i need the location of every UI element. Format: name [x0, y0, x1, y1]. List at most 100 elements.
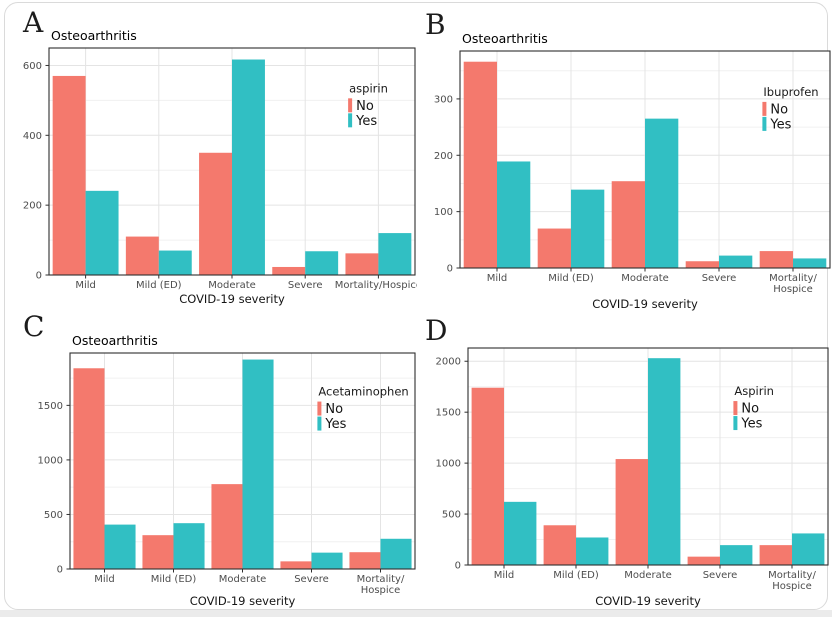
x-tick-label: Mild (ED): [151, 574, 197, 585]
bottom-strip: [0, 610, 832, 617]
y-tick-label: 100: [434, 207, 453, 218]
x-tick-label: Mild: [75, 280, 96, 291]
y-tick-label: 400: [23, 131, 42, 142]
bar-no-1: [142, 535, 174, 569]
bar-no-3: [280, 561, 312, 569]
bar-yes-3: [720, 545, 753, 565]
bar-no-1: [537, 228, 571, 268]
bar-no-3: [685, 261, 719, 268]
x-tick-label: Moderate: [621, 273, 669, 284]
x-axis-label: COVID-19 severity: [179, 292, 285, 306]
bar-no-1: [543, 525, 576, 565]
bar-chart-acetaminophen: 0 500 1000 1500 Mild Mild (ED) Moderate Severe M…: [38, 333, 416, 608]
x-tick-label: Mild (ED): [553, 570, 599, 581]
bar-no-4: [759, 251, 793, 268]
x-tick-label: Mild (ED): [548, 273, 594, 284]
bar-no-2: [615, 459, 648, 565]
legend-label-yes: Yes: [740, 417, 762, 432]
x-tick-label: Mild: [494, 570, 515, 581]
legend-title: Acetaminophen: [318, 385, 408, 399]
y-tick-label: 200: [23, 201, 42, 212]
bar-no-0: [73, 368, 105, 569]
figure-card: A 0 200 400 600 Mild Mild (ED) Moderate Severe M…: [4, 2, 831, 610]
y-tick-label: 0: [447, 264, 453, 275]
x-tick-label: Moderate: [624, 570, 672, 581]
bar-no-1: [125, 236, 159, 275]
legend-key-yes: [348, 113, 353, 128]
panel-d: D 0 500 1000 1500 2000 Mild Mild (ED) Moderate S…: [423, 311, 832, 615]
y-tick-label: 200: [434, 151, 453, 162]
legend-label-yes: Yes: [769, 117, 791, 132]
x-tick-label: Mortality/: [769, 273, 817, 284]
legend-title: aspirin: [349, 81, 388, 95]
bar-no-3: [687, 556, 720, 565]
x-tick-label: Mortality/: [768, 570, 816, 581]
legend-label-no: No: [741, 402, 759, 417]
bar-chart-aspirin-large: 0 500 1000 1500 2000 Mild Mild (ED) Moderate Sev…: [436, 347, 829, 608]
bar-yes-0: [504, 501, 537, 565]
x-axis-label: COVID-19 severity: [592, 297, 698, 311]
bar-no-0: [52, 75, 86, 275]
legend-title: Ibuprofen: [763, 85, 818, 99]
panel-letter-a: A: [23, 6, 44, 39]
x-tick-label: Mild: [487, 273, 508, 284]
x-tick-label: Severe: [703, 570, 738, 581]
chart-title: Osteoarthritis: [51, 28, 137, 43]
x-tick-label: Hospice: [361, 585, 401, 596]
bar-no-0: [463, 61, 497, 269]
y-tick-label: 0: [36, 271, 42, 282]
y-tick-label: 500: [442, 510, 461, 521]
panel-letter-d: D: [425, 314, 448, 347]
bar-yes-4: [792, 533, 825, 565]
bar-chart-ibuprofen: 0 100 200 300 Mild Mild (ED) Moderate Severe Mor…: [434, 31, 831, 311]
y-tick-label: 500: [44, 510, 63, 521]
y-tick-label: 1000: [436, 459, 461, 470]
bar-no-4: [349, 552, 381, 569]
y-tick-label: 1500: [436, 408, 461, 419]
panel-letter-b: B: [425, 8, 446, 41]
x-tick-label: Mild: [94, 574, 115, 585]
x-tick-label: Severe: [702, 273, 737, 284]
y-tick-label: 2000: [436, 357, 461, 368]
y-tick-label: 300: [434, 94, 453, 105]
legend-key-no: [348, 98, 353, 113]
bar-no-4: [345, 253, 379, 275]
bar-yes-2: [232, 59, 265, 275]
bar-yes-1: [158, 250, 192, 275]
legend-key-yes: [317, 416, 322, 431]
y-tick-label: 1000: [38, 455, 63, 466]
legend-key-no: [733, 401, 738, 416]
x-tick-label: Hospice: [773, 284, 813, 295]
bar-yes-3: [719, 255, 753, 268]
y-tick-label: 600: [23, 61, 42, 72]
bar-yes-4: [380, 538, 412, 569]
legend-label-no: No: [325, 402, 343, 417]
legend-label-yes: Yes: [355, 114, 377, 129]
bar-yes-1: [571, 189, 605, 268]
legend-label-no: No: [770, 102, 788, 117]
bar-yes-2: [645, 118, 679, 268]
panel-c: C 0 500 1000 1500 Mild Mild (ED) Moderate Sever…: [11, 311, 421, 615]
legend-key-no: [762, 101, 767, 116]
bar-yes-2: [648, 358, 681, 565]
y-tick-label: 0: [455, 561, 461, 572]
x-tick-label: Hospice: [772, 581, 812, 592]
chart-title: Osteoarthritis: [462, 31, 548, 46]
panel-letter-c: C: [23, 310, 45, 343]
bar-no-2: [199, 152, 232, 275]
x-axis-label: COVID-19 severity: [190, 594, 296, 608]
bar-yes-3: [311, 552, 343, 569]
bar-yes-4: [378, 233, 412, 275]
x-tick-label: Mortality/Hospice: [335, 280, 417, 291]
bar-no-2: [211, 484, 243, 569]
legend-title: Aspirin: [734, 384, 774, 398]
panel-b: B 0 100 200 300 Mild Mild (ED) Moderate Severe M…: [423, 7, 832, 311]
legend-label-yes: Yes: [324, 417, 346, 432]
x-tick-label: Moderate: [219, 574, 267, 585]
bar-yes-0: [104, 524, 136, 569]
x-tick-label: Moderate: [208, 280, 256, 291]
y-tick-label: 0: [57, 565, 63, 576]
legend-key-yes: [762, 116, 767, 131]
y-tick-label: 1500: [38, 401, 63, 412]
